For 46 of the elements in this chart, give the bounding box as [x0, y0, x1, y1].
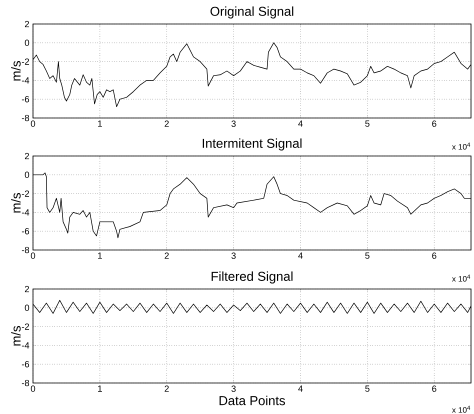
y-tick-label: 2	[24, 152, 30, 160]
x-tick-label: 4	[298, 252, 303, 259]
x-tick-label: 5	[365, 386, 370, 392]
x-axis-title: Data Points	[220, 396, 286, 406]
y-tick-label: -6	[22, 96, 30, 102]
y-tick-label: 0	[24, 304, 30, 311]
x-tick-label: 3	[231, 386, 236, 392]
y-tick-label: -6	[22, 228, 30, 234]
x-tick-label: 5	[365, 252, 370, 259]
y-tick-label: -6	[22, 361, 30, 368]
x-tick-label: 0	[30, 252, 36, 259]
y-tick-label: 2	[24, 286, 30, 292]
chart-title: Intermitent Signal	[202, 138, 302, 150]
x-tick-label: 4	[298, 386, 303, 392]
chart-title: Original Signal	[210, 6, 294, 18]
x-tick-label: 2	[164, 252, 169, 259]
x-tick-label: 1	[98, 120, 102, 127]
x-tick-label: 0	[30, 120, 36, 127]
x-tick-label: 6	[432, 386, 436, 392]
x-tick-label: 3	[231, 120, 236, 127]
y-tick-label: -4	[22, 77, 30, 84]
y-tick-label: 0	[24, 40, 30, 46]
y-axis-title: m/s	[11, 61, 21, 81]
x-tick-label: 2	[164, 120, 169, 127]
y-tick-label: -8	[22, 246, 30, 254]
y-axis-title: m/s	[11, 193, 21, 213]
x-tick-label: 6	[432, 120, 436, 127]
x-tick-label: 1	[98, 252, 102, 259]
x-tick-label: 2	[164, 386, 169, 392]
x-tick-label: 1	[98, 386, 102, 392]
y-tick-label: -8	[22, 114, 30, 122]
x-tick-label: 0	[30, 386, 36, 392]
y-axis-title: m/s	[11, 326, 21, 346]
y-tick-label: 0	[24, 172, 30, 178]
y-tick-label: -4	[22, 209, 30, 216]
y-tick-label: -8	[22, 380, 30, 386]
x-tick-label: 5	[365, 120, 370, 127]
y-tick-label: -2	[22, 190, 30, 197]
x-tick-label: 4	[298, 120, 303, 127]
chart-title: Filtered Signal	[212, 271, 293, 284]
x-tick-label: 3	[231, 252, 236, 259]
x-tick-label: 6	[432, 252, 436, 259]
y-tick-label: -2	[22, 58, 30, 65]
y-tick-label: 2	[24, 20, 30, 28]
y-tick-label: -2	[22, 323, 30, 330]
y-tick-label: -4	[22, 342, 30, 348]
